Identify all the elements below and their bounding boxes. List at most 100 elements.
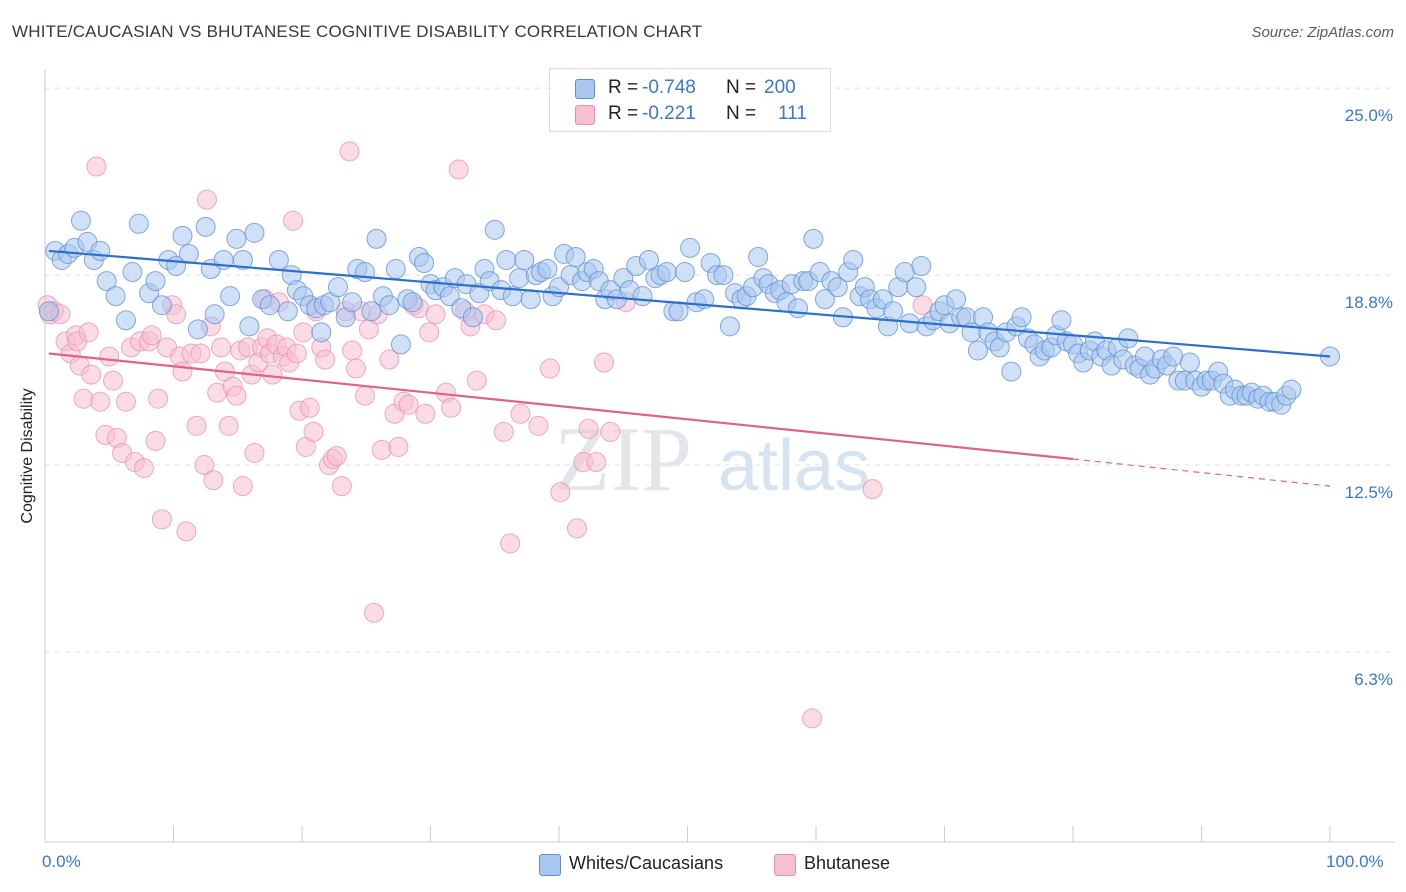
bhutanese-point	[115, 391, 136, 412]
bhutanese-point	[172, 361, 193, 382]
y-axis-label: Cognitive Disability	[19, 388, 36, 524]
bhutanese-point	[190, 343, 211, 364]
white-point	[105, 286, 126, 307]
bhutanese-point	[196, 189, 217, 210]
white-point	[311, 322, 332, 343]
white-point	[244, 222, 265, 243]
white-point	[239, 316, 260, 337]
correlation-stats-box: R = -0.748 N = 200 R = -0.221 N = 111	[549, 68, 831, 132]
chart-source: Source: ZipAtlas.com	[1251, 24, 1394, 41]
y-tick-labels: 6.3% 12.5% 18.8% 25.0%	[1345, 106, 1393, 689]
white-point	[128, 213, 149, 234]
bhutanese-point	[218, 415, 239, 436]
trend-lines	[48, 249, 1331, 487]
white-point	[122, 262, 143, 283]
bhutanese-point	[566, 518, 587, 539]
n-value: 111	[778, 103, 807, 124]
watermark: ZIP atlas	[554, 408, 870, 510]
bhutanese-point	[186, 415, 207, 436]
white-point	[843, 249, 864, 270]
r-value: -0.221	[642, 103, 696, 124]
white-point	[226, 228, 247, 249]
white-point	[1001, 361, 1022, 382]
white-point	[90, 240, 111, 261]
white-point	[906, 277, 927, 298]
white-point	[967, 340, 988, 361]
bhutanese-point	[78, 322, 99, 343]
bhutanese-point	[398, 394, 419, 415]
watermark-atlas: atlas	[718, 426, 870, 506]
bhutanese-point	[176, 521, 197, 542]
white-point	[115, 310, 136, 331]
white-point	[1179, 352, 1200, 373]
white-point	[259, 295, 280, 316]
white-point	[788, 298, 809, 319]
white-point	[638, 249, 659, 270]
white-point	[414, 253, 435, 273]
white-point	[354, 262, 375, 283]
x-tick-label-min: 0.0%	[42, 852, 81, 871]
white-point	[668, 301, 689, 322]
x-tick-label-max: 100.0%	[1326, 852, 1384, 871]
white-point	[520, 289, 541, 310]
bhutanese-point	[342, 340, 363, 361]
white-point	[462, 307, 483, 328]
bhutanese-point	[90, 391, 111, 412]
bhutanese-point	[448, 159, 469, 180]
white-point	[172, 225, 193, 246]
bhutanese-point	[293, 322, 314, 343]
bhutanese-point	[493, 421, 514, 442]
white-point	[911, 256, 932, 277]
white-point	[38, 301, 59, 322]
white-point	[803, 228, 824, 249]
bhutanese-point	[600, 421, 621, 442]
white-point	[178, 243, 199, 264]
bhutanese-point	[550, 482, 571, 503]
white-point	[509, 268, 530, 289]
white-point	[187, 319, 208, 340]
bhutanese-point	[103, 370, 124, 391]
white-point	[514, 249, 535, 270]
whites-swatch	[575, 79, 595, 99]
bhutanese-point	[339, 141, 360, 162]
chart-title: WHITE/CAUCASIAN VS BHUTANESE COGNITIVE D…	[12, 22, 703, 41]
white-point	[680, 237, 701, 258]
bhutanese-point	[593, 352, 614, 373]
bhutanese-point	[166, 304, 187, 325]
white-point	[496, 249, 517, 270]
r-label: R =	[608, 77, 639, 98]
white-point	[883, 301, 904, 322]
white-point	[1011, 307, 1032, 328]
bhutanese-point	[528, 415, 549, 436]
white-point	[632, 286, 653, 307]
bhutanese-point	[500, 533, 521, 554]
trend-line-bhutanese	[48, 352, 1074, 461]
legend-label-bhutanese: Bhutanese	[804, 853, 891, 873]
white-point	[342, 292, 363, 313]
bhutanese-point	[388, 436, 409, 457]
white-point	[537, 259, 558, 280]
bhutanese-point	[862, 479, 883, 500]
bhutanese-swatch	[575, 105, 595, 125]
n-label: N =	[726, 103, 757, 124]
legend-label-whites: Whites/Caucasians	[569, 853, 724, 873]
white-point	[151, 295, 172, 316]
y-tick-label-3: 25.0%	[1345, 106, 1393, 125]
white-point	[827, 277, 848, 298]
bhutanese-point	[540, 358, 561, 379]
white-point	[1163, 346, 1184, 367]
bhutanese-point	[354, 385, 375, 406]
white-point	[946, 289, 967, 310]
bhutanese-point	[232, 476, 253, 497]
bhutanese-point	[148, 388, 169, 409]
bhutanese-point	[371, 439, 392, 460]
bhutanese-point	[244, 442, 265, 463]
bhutanese-point	[286, 343, 307, 364]
bhutanese-point	[145, 430, 166, 451]
bhutanese-point	[151, 509, 172, 530]
bhutanese-point	[802, 708, 823, 729]
bhutanese-point	[441, 397, 462, 418]
bhutanese-point	[486, 310, 507, 331]
bhutanese-point	[510, 403, 531, 424]
